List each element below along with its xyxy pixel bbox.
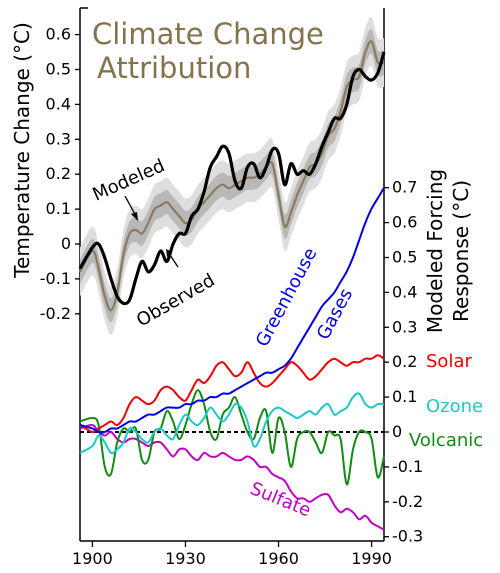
volcanic-label: Volcanic [409,430,483,451]
right-tick-label: 0 [392,422,402,441]
left-axis-title: Temperature Change (°C) [10,22,34,279]
observed-arrow-head [166,249,172,257]
right-tick-label: 0.7 [392,178,417,197]
right-tick-label: 0.5 [392,248,417,267]
x-tick-label: 1930 [165,549,206,568]
modeled-arrow-head [131,212,138,221]
x-tick-label: 1990 [351,549,392,568]
right-tick-label: -0.3 [392,527,423,546]
right-tick-label: 0.2 [392,352,417,371]
ozone-label: Ozone [426,396,483,417]
right-tick-label: 0.4 [392,282,417,301]
left-tick-label: 0 [61,234,71,253]
left-tick-label: 0.1 [46,199,71,218]
sulfate-label: Sulfate [247,478,314,521]
left-tick-label: 0.2 [46,164,71,183]
solar-label: Solar [426,351,472,372]
right-tick-label: 0.3 [392,317,417,336]
left-axis-ticks: 0.6 0.5 0.4 0.3 0.2 0.1 0 -0.1 -0.2 [40,25,80,323]
left-tick-label: 0.5 [46,60,71,79]
ozone-line [79,392,385,455]
inner-band [80,29,384,323]
left-tick-label: -0.1 [40,269,71,288]
series-lines [78,40,386,531]
right-tick-label: -0.2 [392,492,423,511]
observed-label: Observed [133,270,219,331]
chart-title-line-2: Attribution [97,51,251,85]
left-tick-label: 0.4 [46,94,71,113]
volcanic-line [79,389,385,486]
left-tick-label: 0.3 [46,129,71,148]
x-axis-ticks: 1900 1930 1960 1990 [72,541,392,568]
right-tick-label: 0.6 [392,213,417,232]
right-axis-ticks: 0.7 0.6 0.5 0.4 0.3 0.2 0.1 0 -0.1 -0.2 -0.3 [384,178,423,546]
right-tick-label: -0.1 [392,457,423,476]
solar-line [79,354,385,434]
greenhouse-label-line-2: Gases [313,285,357,343]
x-tick-label: 1900 [72,549,113,568]
left-tick-label: 0.6 [46,25,71,44]
x-tick-label: 1960 [258,549,299,568]
right-axis-title-line-1: Modeled Forcing [423,169,447,333]
left-tick-label: -0.2 [40,304,71,323]
model-uncertainty-bands [80,16,384,335]
right-axis-title-line-2: Response (°C) [449,180,473,322]
right-tick-label: 0.1 [392,387,417,406]
greenhouse-label-line-1: Greenhouse [252,244,322,350]
observed-line [78,51,386,306]
observed-arrow [167,251,179,268]
chart-title-line-1: Climate Change [92,17,324,51]
sulfate-line [79,423,385,531]
greenhouse-gases-line [79,187,385,434]
